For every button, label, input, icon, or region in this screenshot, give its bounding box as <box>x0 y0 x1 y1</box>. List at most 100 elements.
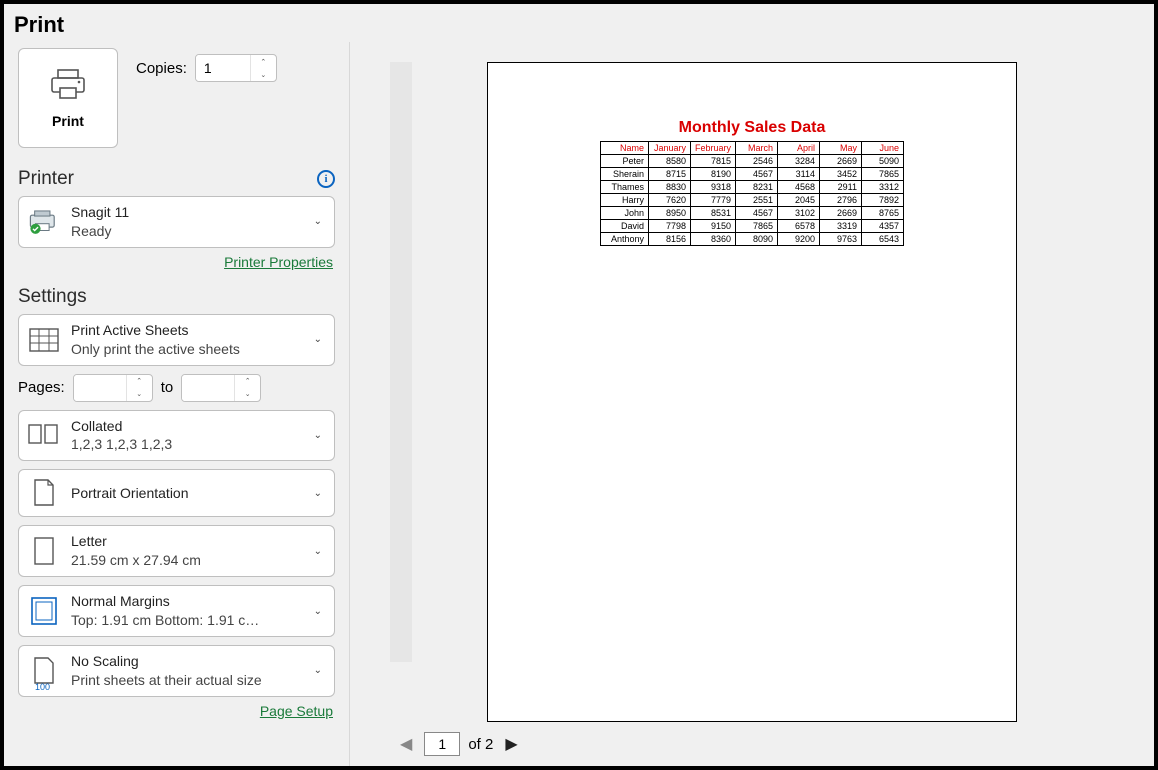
table-cell: 2045 <box>778 194 820 207</box>
table-cell: 4567 <box>736 168 778 181</box>
copies-label: Copies: <box>136 60 187 77</box>
table-cell: 8580 <box>648 155 690 168</box>
copies-down[interactable]: ⌄ <box>251 68 276 81</box>
table-cell: 8190 <box>690 168 735 181</box>
scaling-main: No Scaling <box>71 652 300 671</box>
printer-status: Ready <box>71 222 300 241</box>
table-cell: Peter <box>600 155 648 168</box>
chevron-down-icon: ⌄ <box>310 488 326 499</box>
table-cell: 8090 <box>736 233 778 246</box>
pages-to-stepper[interactable]: ⌃⌄ <box>181 374 261 402</box>
printer-heading: Printer <box>18 168 74 190</box>
table-cell: 9150 <box>690 220 735 233</box>
copies-input[interactable] <box>196 55 250 81</box>
printer-status-icon <box>27 205 61 239</box>
table-cell: 4568 <box>778 181 820 194</box>
chevron-down-icon: ⌄ <box>310 430 326 441</box>
pages-to-input[interactable] <box>182 375 234 401</box>
print-button[interactable]: Print <box>18 48 118 148</box>
pages-from-stepper[interactable]: ⌃⌄ <box>73 374 153 402</box>
table-row: Anthony815683608090920097636543 <box>600 233 903 246</box>
chevron-down-icon: ⌄ <box>310 665 326 676</box>
print-button-label: Print <box>52 113 84 129</box>
preview-table: NameJanuaryFebruaryMarchAprilMayJune Pet… <box>600 141 904 246</box>
table-cell: 2669 <box>820 207 862 220</box>
pages-label: Pages: <box>18 379 65 396</box>
table-header: June <box>862 142 904 155</box>
table-cell: 3312 <box>862 181 904 194</box>
table-cell: 3284 <box>778 155 820 168</box>
paper-size-select[interactable]: Letter 21.59 cm x 27.94 cm ⌄ <box>18 525 335 577</box>
table-cell: 2796 <box>820 194 862 207</box>
table-cell: 6543 <box>862 233 904 246</box>
table-row: Sherain871581904567311434527865 <box>600 168 903 181</box>
table-row: David779891507865657833194357 <box>600 220 903 233</box>
scaling-select[interactable]: 100 No Scaling Print sheets at their act… <box>18 645 335 697</box>
table-cell: John <box>600 207 648 220</box>
paper-sub: 21.59 cm x 27.94 cm <box>71 551 300 570</box>
settings-heading: Settings <box>18 286 87 308</box>
table-cell: 9200 <box>778 233 820 246</box>
table-cell: David <box>600 220 648 233</box>
next-page-button[interactable]: ▶ <box>501 734 521 754</box>
print-what-main: Print Active Sheets <box>71 321 300 340</box>
print-options-panel: Print Copies: ⌃ ⌄ Printer i <box>4 42 350 766</box>
table-header: April <box>778 142 820 155</box>
info-icon[interactable]: i <box>317 170 335 188</box>
print-what-select[interactable]: Print Active Sheets Only print the activ… <box>18 314 335 366</box>
collation-sub: 1,2,3 1,2,3 1,2,3 <box>71 435 300 454</box>
preview-panel: Monthly Sales Data NameJanuaryFebruaryMa… <box>350 42 1154 766</box>
printer-select[interactable]: Snagit 11 Ready ⌄ <box>18 196 335 248</box>
table-cell: 8830 <box>648 181 690 194</box>
copies-stepper[interactable]: ⌃ ⌄ <box>195 54 277 82</box>
table-cell: 9318 <box>690 181 735 194</box>
paper-main: Letter <box>71 532 300 551</box>
chevron-down-icon: ⌄ <box>310 546 326 557</box>
margins-select[interactable]: Normal Margins Top: 1.91 cm Bottom: 1.91… <box>18 585 335 637</box>
table-cell: 2669 <box>820 155 862 168</box>
sheets-icon <box>27 323 61 357</box>
copies-up[interactable]: ⌃ <box>251 55 276 68</box>
orientation-select[interactable]: Portrait Orientation ⌄ <box>18 469 335 517</box>
margins-icon <box>27 594 61 628</box>
table-header: May <box>820 142 862 155</box>
table-cell: 7865 <box>736 220 778 233</box>
pages-to-label: to <box>161 379 174 396</box>
preview-table-title: Monthly Sales Data <box>518 119 986 137</box>
table-cell: Harry <box>600 194 648 207</box>
table-cell: 2551 <box>736 194 778 207</box>
portrait-icon <box>27 476 61 510</box>
print-what-sub: Only print the active sheets <box>71 340 300 359</box>
table-cell: Thames <box>600 181 648 194</box>
table-cell: 8715 <box>648 168 690 181</box>
table-cell: 3452 <box>820 168 862 181</box>
scaling-percent: 100 <box>35 682 50 692</box>
table-cell: 7815 <box>690 155 735 168</box>
page-setup-link[interactable]: Page Setup <box>260 703 333 719</box>
page-of-label: of 2 <box>468 736 493 753</box>
table-cell: 8156 <box>648 233 690 246</box>
table-cell: 6578 <box>778 220 820 233</box>
table-cell: 8950 <box>648 207 690 220</box>
table-row: Peter858078152546328426695090 <box>600 155 903 168</box>
table-cell: Anthony <box>600 233 648 246</box>
prev-page-button[interactable]: ◀ <box>396 734 416 754</box>
printer-properties-link[interactable]: Printer Properties <box>224 254 333 270</box>
table-cell: 3114 <box>778 168 820 181</box>
preview-margin-strip <box>390 62 412 662</box>
collation-main: Collated <box>71 417 300 436</box>
table-header: January <box>648 142 690 155</box>
table-cell: 7892 <box>862 194 904 207</box>
margins-main: Normal Margins <box>71 592 300 611</box>
page-nav: ◀ of 2 ▶ <box>350 722 1154 766</box>
table-row: John895085314567310226698765 <box>600 207 903 220</box>
table-row: Thames883093188231456829113312 <box>600 181 903 194</box>
table-header: March <box>736 142 778 155</box>
table-cell: 7779 <box>690 194 735 207</box>
chevron-down-icon: ⌄ <box>310 606 326 617</box>
table-cell: 8231 <box>736 181 778 194</box>
collation-select[interactable]: Collated 1,2,3 1,2,3 1,2,3 ⌄ <box>18 410 335 462</box>
pages-from-input[interactable] <box>74 375 126 401</box>
current-page-input[interactable] <box>424 732 460 756</box>
margins-sub: Top: 1.91 cm Bottom: 1.91 c… <box>71 611 300 630</box>
